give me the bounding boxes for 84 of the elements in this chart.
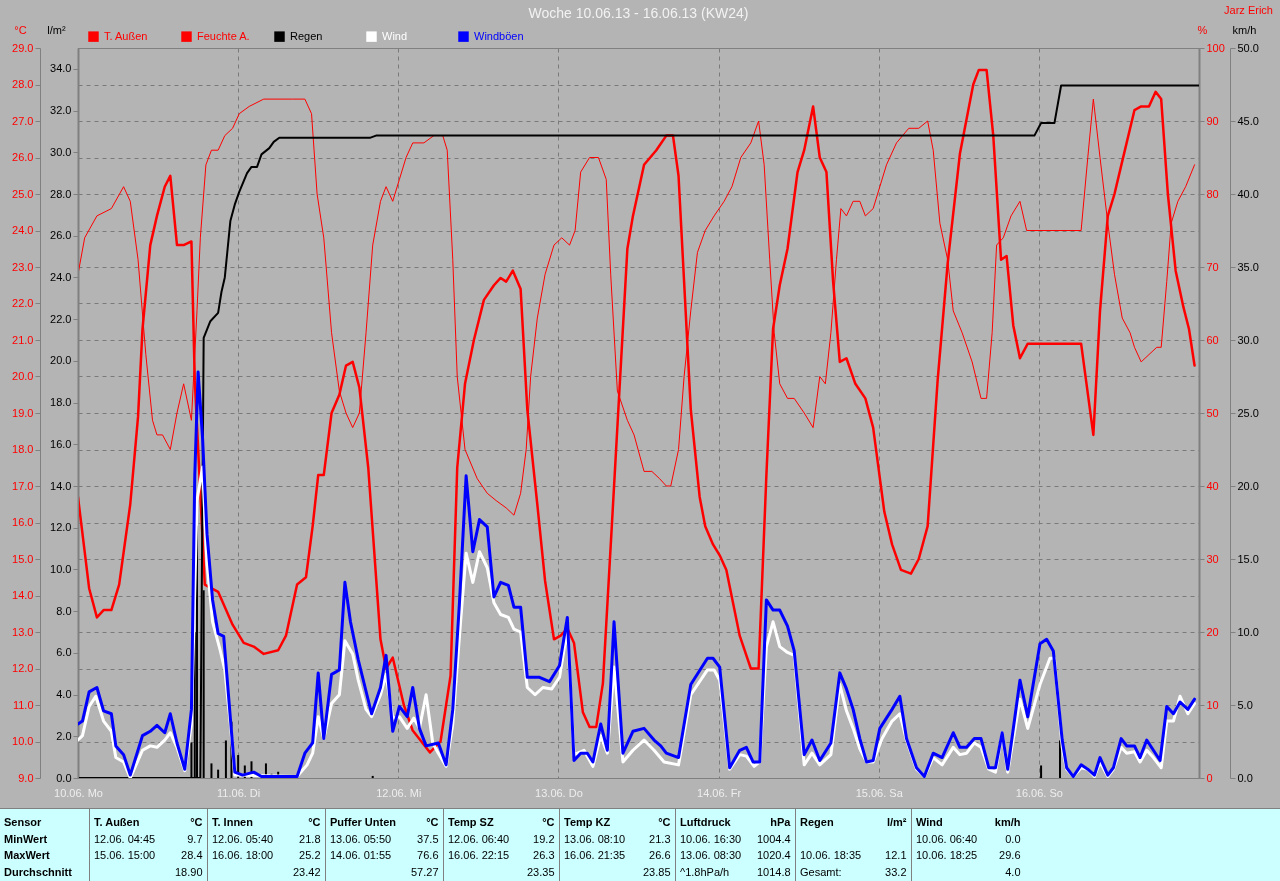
text: Sensor MinWert MaxWert Durchschnitt — [4, 815, 73, 880]
y-tick-label: 20.0 — [1237, 479, 1259, 492]
y-tick-label: 50.0 — [1237, 41, 1259, 54]
y-tick-label: 10.0 — [12, 735, 34, 747]
y3-tick-label: 10.0 — [50, 562, 72, 575]
y-tick-label: 13.0 — [12, 625, 34, 638]
y-tick-label: 25.0 — [12, 187, 34, 200]
y-tick-label: 40.0 — [1237, 187, 1259, 200]
y2-axis-title: % — [1197, 23, 1208, 36]
y-tick-label: 12.0 — [12, 662, 34, 674]
y3-tick-label: 18.0 — [50, 396, 72, 409]
text: Luftdruck hPa 10.06. 16:30 1004.4 13.06. 08:30 1020.4 ^1.8hPa/h 1014.8 — [680, 815, 791, 880]
x-tick-label: 15.06. Sa — [855, 786, 904, 799]
y-tick-label: 16.0 — [12, 516, 34, 528]
y3-tick-label: 28.0 — [50, 187, 72, 200]
y-tick-label: 0.0 — [1237, 771, 1253, 784]
y2-tick-label: 80 — [1206, 187, 1219, 200]
y3-tick-label: 32.0 — [50, 104, 72, 117]
y3-axis-title: l/m² — [47, 23, 66, 36]
text: Temp KZ °C 13.06. 08:10 21.3 16.06. 21:35 26.6 23.85 — [564, 815, 671, 880]
y3-tick-label: 12.0 — [50, 521, 72, 534]
y2-tick-label: 70 — [1206, 260, 1219, 273]
y-tick-label: 5.0 — [1237, 698, 1253, 711]
legend-label: Windböen — [474, 29, 524, 42]
y2-tick-label: 100 — [1206, 41, 1225, 54]
legend-label: Regen — [290, 29, 323, 42]
y3-tick-label: 26.0 — [50, 229, 72, 242]
y2-tick-label: 50 — [1206, 406, 1219, 419]
y-tick-label: 17.0 — [12, 479, 34, 492]
y-tick-label: 45.0 — [1237, 114, 1259, 127]
text: T. Außen °C 12.06. 04:45 9.7 15.06. 15:00 28.4 18.90 — [94, 815, 203, 880]
y3-tick-label: 0.0 — [56, 771, 72, 784]
y-tick-label: 29.0 — [12, 41, 34, 54]
y-tick-label: 21.0 — [12, 333, 34, 346]
y-tick-label: 19.0 — [12, 406, 34, 419]
y-tick-label: 18.0 — [12, 443, 34, 455]
y-tick-label: 15.0 — [1237, 552, 1259, 565]
y3-tick-label: 6.0 — [56, 646, 72, 659]
y3-tick-label: 2.0 — [56, 729, 72, 742]
y3-tick-label: 24.0 — [50, 270, 72, 283]
y-tick-label: 20.0 — [12, 370, 34, 382]
x-tick-label: 14.06. Fr — [697, 786, 742, 799]
y-tick-label: 35.0 — [1237, 260, 1259, 273]
y-tick-label: 22.0 — [12, 297, 34, 309]
y-tick-label: 27.0 — [12, 114, 34, 127]
y-tick-label: 26.0 — [12, 151, 34, 163]
x-tick-label: 12.06. Mi — [376, 786, 422, 799]
y-axis-title: °C — [14, 23, 27, 36]
y3-tick-label: 20.0 — [50, 354, 72, 367]
y2-tick-label: 60 — [1206, 333, 1219, 346]
y-tick-label: 11.0 — [12, 698, 34, 711]
text: Puffer Unten °C 13.06. 05:50 37.5 14.06. 01:55 76.6 57.27 — [330, 815, 439, 880]
y3-tick-label: 8.0 — [56, 604, 72, 617]
y2-tick-label: 10 — [1206, 698, 1219, 711]
y3-tick-label: 34.0 — [50, 62, 72, 75]
y2-tick-label: 20 — [1206, 625, 1219, 638]
legend-label: Feuchte A. — [197, 29, 250, 42]
y-tick-label: 25.0 — [1237, 406, 1259, 419]
y2-tick-label: 40 — [1206, 479, 1219, 492]
legend-label: Wind — [382, 29, 408, 42]
y2-tick-label: 30 — [1206, 552, 1219, 565]
y3-tick-label: 4.0 — [56, 688, 72, 701]
text: Wind km/h 10.06. 06:40 0.0 10.06. 18:25 29.6 4.0 — [916, 815, 1021, 880]
y3-tick-label: 14.0 — [50, 479, 72, 492]
y-tick-label: 15.0 — [12, 552, 34, 565]
y-tick-label: 24.0 — [12, 224, 34, 236]
y-tick-label: 9.0 — [18, 771, 34, 784]
text: Jarz Erich — [1224, 4, 1273, 16]
text: Regen l/m² 10.06. 18:35 12.1 Gesamt: 33.2 — [800, 816, 907, 878]
y2-tick-label: 90 — [1206, 114, 1219, 127]
y3-tick-label: 30.0 — [50, 145, 72, 158]
y-axis-title: km/h — [1232, 23, 1257, 36]
y-tick-label: 28.0 — [12, 78, 34, 90]
y-tick-label: 10.0 — [1237, 625, 1259, 638]
y-tick-label: 14.0 — [12, 589, 34, 601]
legend-label: T. Außen — [104, 29, 148, 42]
y-tick-label: 23.0 — [12, 260, 34, 273]
text: T. Innen °C 12.06. 05:40 21.8 16.06. 18:00 25.2 23.42 — [212, 815, 321, 880]
y3-tick-label: 16.0 — [50, 437, 72, 450]
y3-tick-label: 22.0 — [50, 312, 72, 325]
text: Temp SZ °C 12.06. 06:40 19.2 16.06. 22:15 26.3 23.35 — [448, 815, 555, 880]
y2-tick-label: 0 — [1206, 771, 1213, 784]
y-tick-label: 30.0 — [1237, 333, 1259, 346]
chart-title: Woche 10.06.13 - 16.06.13 (KW24) — [528, 5, 749, 21]
